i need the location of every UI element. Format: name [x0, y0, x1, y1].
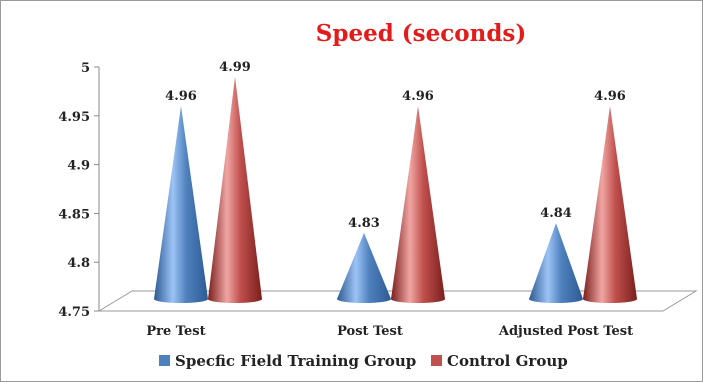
y-tick-label: 4.75 [58, 305, 90, 320]
data-label: 4.96 [594, 89, 626, 104]
x-axis: Pre Test Post Test Adjusted Post Test [146, 324, 633, 339]
chart-title: Speed (seconds) [316, 20, 527, 47]
legend-swatch [159, 355, 170, 366]
y-axis: 4.75 4.8 4.85 4.9 4.95 5 [58, 61, 100, 320]
bar-cone [529, 223, 583, 303]
x-tick-label: Post Test [337, 324, 403, 339]
legend-label: Specfic Field Training Group [175, 352, 416, 370]
data-label: 4.83 [348, 216, 380, 231]
data-labels-layer: 4.96 4.99 4.83 4.96 4.84 4.96 [165, 60, 626, 231]
x-tick-label: Pre Test [146, 324, 205, 339]
bar-cone [208, 76, 262, 303]
data-label: 4.84 [540, 206, 572, 221]
legend-swatch [431, 355, 442, 366]
bar-cone [337, 232, 391, 303]
x-tick-label: Adjusted Post Test [498, 324, 633, 339]
legend: Specfic Field Training Group Control Grou… [159, 352, 568, 370]
legend-label: Control Group [447, 352, 568, 370]
y-tick-label: 4.8 [67, 256, 90, 271]
data-label: 4.96 [402, 89, 434, 104]
data-label: 4.96 [165, 89, 197, 104]
y-tick-label: 5 [81, 61, 90, 76]
y-tick-label: 4.85 [58, 207, 90, 222]
bar-cone-shape [529, 223, 583, 303]
bars-layer [154, 76, 637, 303]
bar-cone [154, 106, 208, 303]
legend-item: Specfic Field Training Group [159, 352, 416, 370]
bar-cone [391, 106, 445, 303]
data-label: 4.99 [219, 60, 251, 75]
bar-cone-shape [391, 106, 445, 303]
bar-cone-shape [154, 106, 208, 303]
bar-cone [583, 106, 637, 303]
y-tick-label: 4.95 [58, 110, 90, 125]
y-tick-label: 4.9 [67, 159, 90, 174]
legend-item: Control Group [431, 352, 568, 370]
bar-cone-shape [583, 106, 637, 303]
bar-cone-shape [337, 232, 391, 303]
bar-cone-shape [208, 76, 262, 303]
